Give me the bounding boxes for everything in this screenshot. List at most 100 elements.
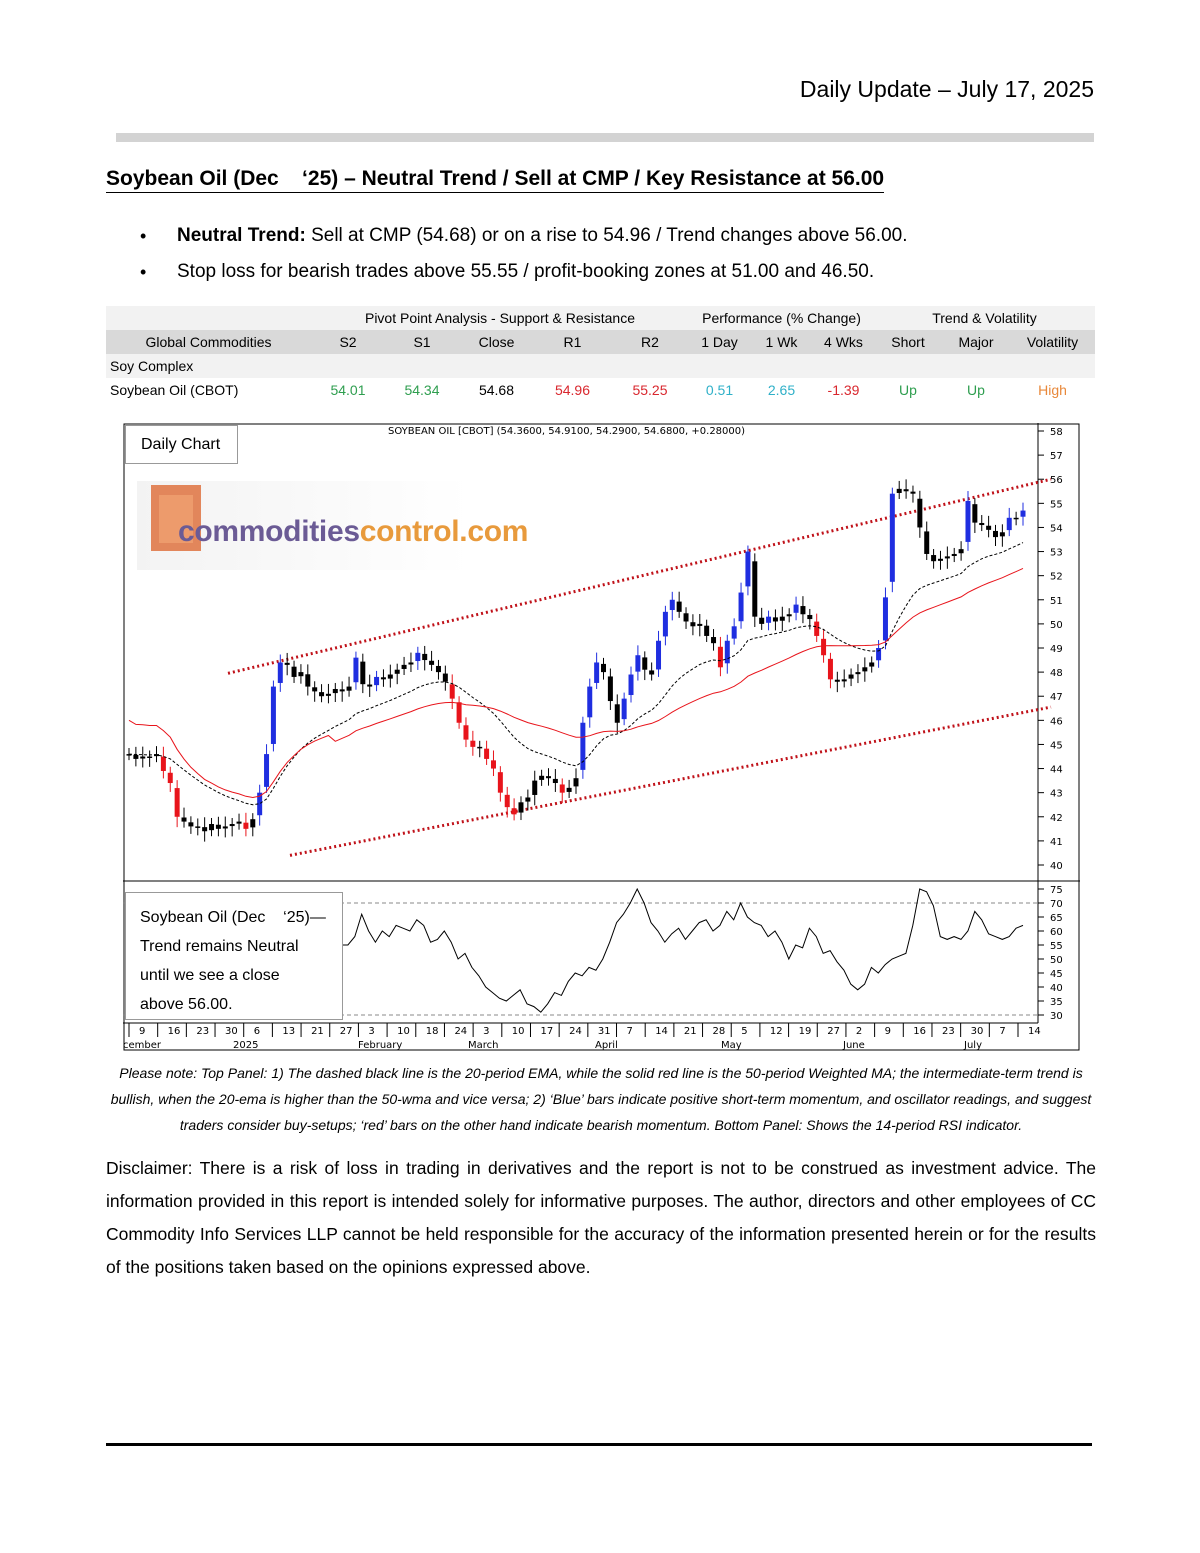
candle-body	[814, 621, 820, 636]
candle-body	[332, 688, 338, 694]
candle-body	[766, 616, 772, 623]
candle-body	[539, 775, 545, 780]
rsi-y-tick-label: 50	[1050, 955, 1063, 966]
y-tick-label: 51	[1050, 596, 1063, 607]
x-tick-label: 7	[627, 1026, 633, 1037]
candle-body	[573, 778, 579, 787]
candle-body	[869, 662, 875, 667]
candle-body	[601, 663, 607, 673]
rsi-y-tick-label: 35	[1050, 997, 1063, 1008]
footer-divider	[106, 1443, 1092, 1446]
candle-body	[552, 778, 558, 784]
column-header: Major	[942, 330, 1010, 354]
candle-body	[401, 664, 407, 669]
y-tick-label: 58	[1050, 427, 1063, 438]
candle-body	[387, 674, 393, 679]
candle-body	[477, 746, 483, 749]
candle-body	[525, 797, 531, 802]
candle-body	[367, 684, 373, 687]
y-tick-label: 43	[1050, 789, 1063, 800]
candle-body	[724, 640, 730, 664]
report-date: Daily Update – July 17, 2025	[799, 76, 1094, 102]
x-tick-label: 3	[483, 1026, 489, 1037]
candle-body	[1020, 510, 1026, 517]
column-header: Global Commodities	[106, 330, 311, 354]
candle-body	[429, 660, 435, 665]
candle-body	[910, 491, 916, 494]
candle-body	[188, 822, 194, 827]
candle-body	[972, 504, 978, 523]
candle-body	[662, 611, 668, 637]
rsi-panel-label: Soybean Oil (Dec ‘25)— Trend remains Neu…	[125, 892, 343, 1020]
candle-body	[965, 500, 971, 542]
candle-body	[126, 754, 132, 756]
candle-body	[140, 756, 146, 759]
rsi-y-tick-label: 40	[1050, 983, 1063, 994]
x-tick-label: 30	[225, 1026, 238, 1037]
y-tick-label: 49	[1050, 644, 1063, 655]
candle-body	[511, 808, 517, 815]
candle-body	[305, 674, 311, 687]
candle-body	[312, 687, 318, 692]
candle-body	[752, 561, 758, 617]
performance-group-header: Performance (% Change)	[689, 306, 874, 330]
candle-body	[264, 754, 270, 787]
table-group-row: Soy Complex	[106, 354, 1095, 378]
x-month-label: June	[842, 1040, 865, 1051]
x-month-label: May	[721, 1040, 742, 1051]
candle-body	[339, 689, 345, 692]
candle-body	[456, 702, 462, 723]
rsi-line	[341, 887, 1024, 1013]
y-tick-label: 56	[1050, 475, 1063, 486]
candle-body	[944, 556, 950, 559]
candle-body	[160, 756, 166, 771]
y-tick-label: 53	[1050, 548, 1063, 559]
candle-body	[202, 827, 208, 832]
chart-title: SOYBEAN OIL [CBOT] (54.3600, 54.9100, 54…	[388, 426, 745, 437]
x-tick-label: 5	[741, 1026, 747, 1037]
x-tick-label: 10	[512, 1026, 525, 1037]
column-header: Short	[874, 330, 942, 354]
upper-channel-line	[227, 477, 1052, 675]
candle-body	[786, 614, 792, 617]
x-tick-label: 2	[856, 1026, 862, 1037]
bullet-text: Stop loss for bearish trades above 55.55…	[177, 261, 875, 282]
candle-body	[374, 676, 380, 686]
table-column-header-row: Global Commodities S2 S1 Close R1 R2 1 D…	[106, 330, 1095, 354]
candle-body	[442, 673, 448, 682]
candle-body	[559, 784, 565, 793]
candle-body	[738, 592, 744, 622]
rsi-y-tick-label: 60	[1050, 927, 1063, 938]
candle-body	[924, 531, 930, 554]
candle-body	[360, 661, 366, 685]
disclaimer: Disclaimer: There is a risk of loss in t…	[106, 1158, 1096, 1277]
candle-body	[649, 670, 655, 675]
x-tick-label: 24	[569, 1026, 582, 1037]
column-header: 1 Wk	[750, 330, 813, 354]
candle-body	[628, 674, 634, 696]
candle-body	[951, 553, 957, 557]
candle-body	[841, 679, 847, 682]
ema-20-line	[128, 542, 1024, 806]
candle-body	[607, 676, 613, 702]
candle-body	[174, 788, 180, 817]
candle-body	[415, 652, 421, 662]
candle-body	[284, 662, 290, 665]
candle-body	[821, 638, 827, 656]
candle-body	[807, 614, 813, 620]
candle-body	[862, 667, 868, 672]
x-tick-label: 31	[598, 1026, 611, 1037]
table-row: Soybean Oil (CBOT) 54.01 54.34 54.68 54.…	[106, 378, 1095, 402]
rsi-y-tick-label: 45	[1050, 969, 1063, 980]
table-group-header-row: Pivot Point Analysis - Support & Resista…	[106, 306, 1095, 330]
candle-body	[243, 822, 249, 829]
x-tick-label: 23	[942, 1026, 955, 1037]
candle-body	[759, 617, 765, 624]
y-tick-label: 44	[1050, 765, 1063, 776]
candle-body	[587, 686, 593, 718]
candle-body	[250, 819, 256, 828]
candle-body	[834, 679, 840, 682]
x-tick-label: 21	[311, 1026, 324, 1037]
rsi-y-tick-label: 65	[1050, 913, 1063, 924]
column-header: 1 Day	[689, 330, 750, 354]
